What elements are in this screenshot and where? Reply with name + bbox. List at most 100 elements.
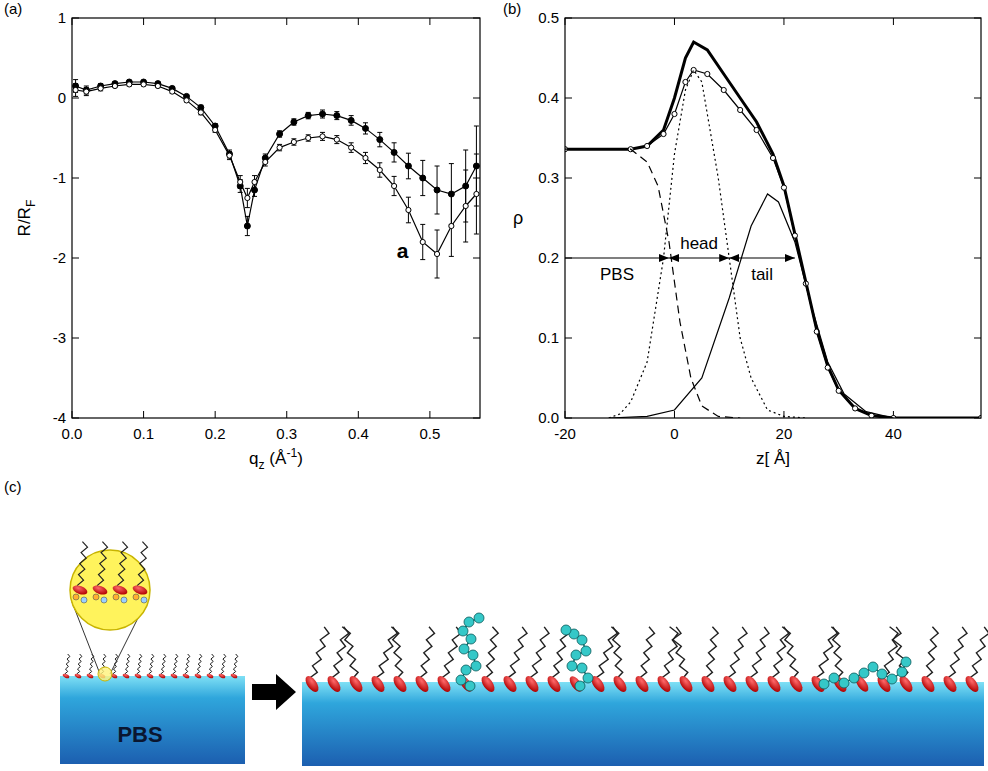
error-bar bbox=[474, 154, 479, 234]
polymer-bead bbox=[859, 668, 869, 678]
lipid-tail bbox=[419, 627, 435, 679]
data-point bbox=[334, 113, 340, 119]
error-cap bbox=[406, 222, 411, 223]
lipid-head bbox=[146, 673, 154, 679]
error-cap bbox=[449, 256, 454, 257]
panel-label: (a) bbox=[4, 0, 22, 17]
error-cap bbox=[435, 214, 440, 215]
x-tick bbox=[783, 18, 784, 25]
error-bar bbox=[420, 224, 425, 259]
polymer-bead bbox=[849, 673, 859, 683]
label-part: ) bbox=[297, 449, 303, 468]
error-bar bbox=[306, 112, 311, 118]
data-point bbox=[277, 131, 283, 137]
error-cap bbox=[73, 83, 78, 84]
lipid-head bbox=[699, 674, 717, 694]
data-point bbox=[449, 223, 454, 228]
lipid-head bbox=[369, 674, 387, 694]
error-cap bbox=[449, 195, 454, 196]
data-point bbox=[770, 155, 775, 160]
panel-label: (b) bbox=[503, 0, 521, 17]
x-tick-label: 0.3 bbox=[276, 425, 297, 442]
lipid-head bbox=[413, 674, 431, 694]
data-point bbox=[420, 239, 425, 244]
label-part: (Å bbox=[265, 449, 287, 468]
error-cap bbox=[377, 177, 382, 178]
error-cap bbox=[363, 122, 368, 123]
polymer-bead bbox=[829, 673, 839, 683]
data-point bbox=[754, 127, 759, 132]
x-tick-label: 0.2 bbox=[205, 425, 226, 442]
polymer-bead bbox=[901, 657, 911, 667]
error-cap bbox=[245, 207, 250, 208]
lipid-tail bbox=[507, 627, 527, 679]
lipid-tail bbox=[77, 542, 87, 586]
data-point bbox=[334, 137, 339, 142]
lipid-tail bbox=[97, 542, 107, 586]
x-tick-label: 40 bbox=[885, 425, 902, 442]
x-tick bbox=[674, 411, 675, 418]
data-point bbox=[781, 185, 786, 190]
error-bar bbox=[463, 170, 468, 242]
polymer-bead bbox=[458, 626, 468, 636]
region-arrow bbox=[669, 257, 729, 258]
lipid-tail bbox=[77, 654, 82, 674]
subphase bbox=[60, 676, 245, 764]
error-bar bbox=[334, 136, 339, 144]
error-cap bbox=[334, 135, 339, 136]
y-tick bbox=[974, 338, 981, 339]
data-point bbox=[244, 223, 250, 229]
data-point bbox=[853, 406, 858, 411]
lipid-head bbox=[941, 674, 959, 694]
error-cap bbox=[84, 95, 89, 96]
data-point bbox=[348, 117, 354, 123]
x-tick-label: 0 bbox=[670, 425, 678, 442]
error-cap bbox=[463, 242, 468, 243]
data-point bbox=[277, 145, 282, 150]
error-cap bbox=[377, 162, 382, 163]
lipid-head bbox=[963, 674, 981, 694]
lipid-tail bbox=[782, 627, 798, 679]
lipid-tail bbox=[441, 627, 461, 679]
lipid-tail bbox=[705, 627, 719, 679]
lipid-tail bbox=[639, 627, 655, 679]
data-point bbox=[405, 163, 411, 169]
lipid-tail bbox=[65, 654, 70, 674]
x-tick bbox=[215, 411, 216, 418]
ion bbox=[113, 594, 119, 600]
lipid-head bbox=[523, 674, 541, 694]
lipid-tail bbox=[173, 654, 178, 674]
label-part: q bbox=[249, 449, 258, 468]
data-point bbox=[661, 131, 666, 136]
data-point bbox=[836, 388, 841, 393]
error-cap bbox=[406, 153, 411, 154]
lipid-head bbox=[74, 673, 82, 679]
error-cap bbox=[392, 176, 397, 177]
plot-frame bbox=[72, 18, 480, 418]
lipid-tail bbox=[149, 654, 154, 674]
error-cap bbox=[349, 142, 354, 143]
data-point bbox=[155, 83, 160, 88]
ion bbox=[133, 594, 139, 600]
lipid-tail bbox=[727, 627, 747, 679]
lipid-head bbox=[787, 674, 805, 694]
error-bar bbox=[198, 105, 203, 110]
error-bar bbox=[98, 86, 103, 91]
lipid-tail bbox=[890, 627, 908, 679]
y-tick-label: -3 bbox=[53, 329, 66, 346]
lipid-head bbox=[391, 674, 409, 694]
data-point bbox=[463, 203, 468, 208]
polymer-bead bbox=[465, 681, 475, 691]
polymer-bead bbox=[877, 669, 887, 679]
error-cap bbox=[474, 234, 479, 235]
error-cap bbox=[263, 158, 268, 159]
y-tick bbox=[565, 338, 572, 339]
y-tick-label: 0.1 bbox=[538, 329, 559, 346]
error-bar bbox=[320, 132, 325, 140]
lipid-tail bbox=[342, 627, 358, 679]
lipid-head bbox=[479, 674, 497, 694]
error-cap bbox=[73, 79, 78, 80]
error-cap bbox=[320, 110, 325, 111]
error-bar bbox=[306, 135, 311, 141]
subphase-label: PBS bbox=[117, 722, 162, 747]
